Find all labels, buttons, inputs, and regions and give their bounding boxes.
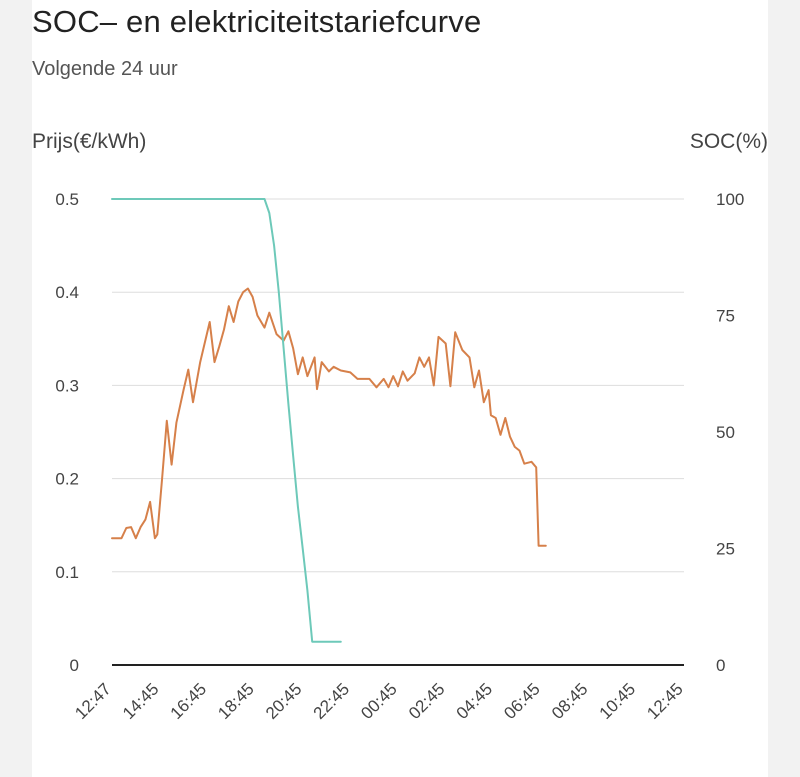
left-tick-label: 0.4 (55, 283, 79, 302)
x-tick-label: 08:45 (548, 679, 592, 723)
x-tick-label: 22:45 (310, 679, 354, 723)
right-tick-label: 0 (716, 656, 725, 675)
left-tick-label: 0 (70, 656, 79, 675)
x-tick-label: 14:45 (119, 679, 163, 723)
right-tick-label: 25 (716, 540, 735, 559)
x-tick-label: 12:45 (643, 679, 687, 723)
chart-card (32, 0, 768, 777)
x-tick-label: 06:45 (500, 679, 544, 723)
x-tick-label: 12:47 (71, 679, 115, 723)
x-tick-label: 04:45 (453, 679, 497, 723)
x-tick-label: 16:45 (167, 679, 211, 723)
x-tick-label: 20:45 (262, 679, 306, 723)
right-tick-label: 100 (716, 190, 744, 209)
right-tick-label: 75 (716, 307, 735, 326)
x-tick-label: 02:45 (405, 679, 449, 723)
x-tick-label: 00:45 (357, 679, 401, 723)
page-subtitle: Volgende 24 uur (32, 58, 178, 80)
right-tick-label: 50 (716, 423, 735, 442)
left-tick-label: 0.5 (55, 190, 79, 209)
soc-line (111, 198, 342, 643)
left-axis-title: Prijs(€/kWh) (32, 130, 147, 153)
x-tick-label: 10:45 (596, 679, 640, 723)
x-tick-label: 18:45 (214, 679, 258, 723)
left-tick-label: 0.3 (55, 376, 79, 395)
right-axis-title: SOC(%) (689, 130, 768, 153)
left-tick-label: 0.1 (55, 563, 79, 582)
left-tick-label: 0.2 (55, 470, 79, 489)
page-title: SOC– en elektriciteitstariefcurve (32, 4, 482, 39)
price-line (111, 287, 547, 547)
